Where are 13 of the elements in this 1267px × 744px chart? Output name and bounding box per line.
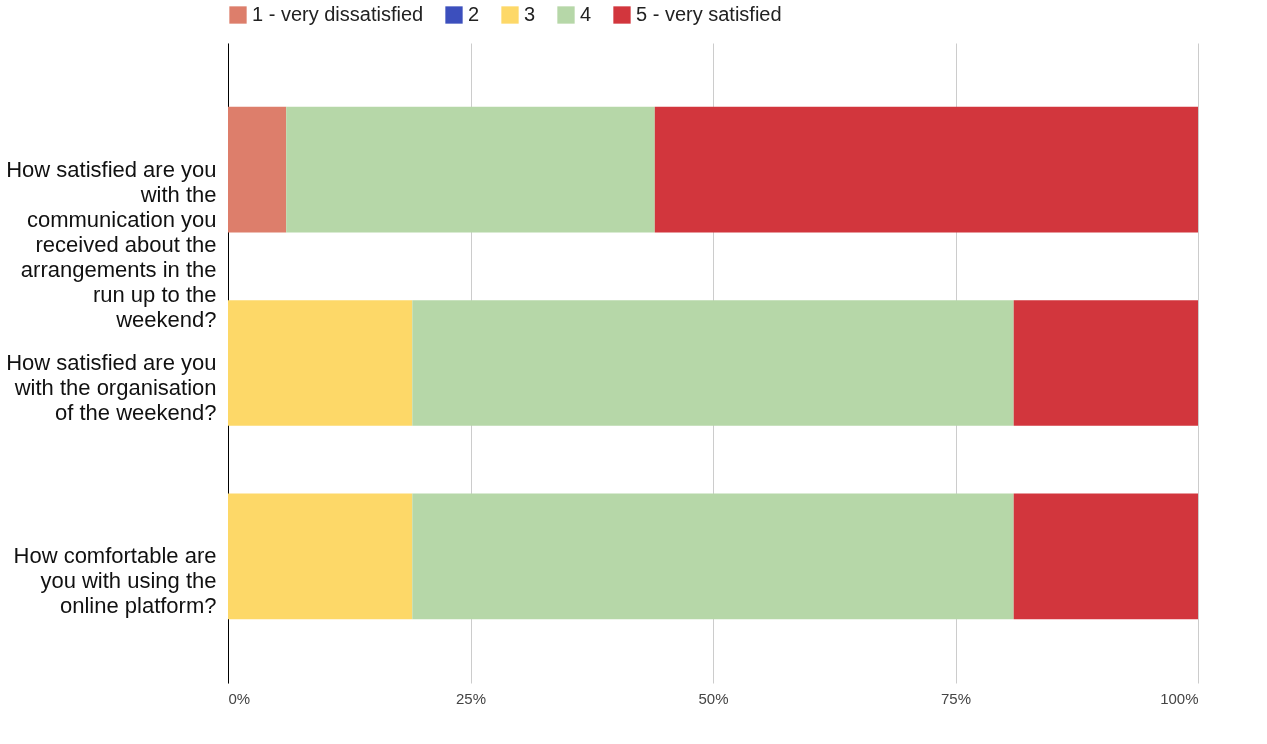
legend-label: 3 bbox=[524, 3, 536, 25]
x-tick-label: 0% bbox=[228, 689, 251, 707]
legend-label: 2 bbox=[468, 3, 480, 25]
y-tick-label: How satisfied are you with the organisation of the weekend? bbox=[6, 350, 217, 425]
x-tick-label: 50% bbox=[698, 689, 729, 707]
legend-label: 1 - very dissatisfied bbox=[252, 3, 424, 25]
legend-label: 4 bbox=[580, 3, 592, 25]
x-tick-label: 25% bbox=[455, 689, 487, 707]
y-tick-label: How satisfied are you with the communication you received about the arrangements in the run up to the weekend? bbox=[6, 156, 217, 332]
legend-label: 5 - very satisfied bbox=[636, 3, 782, 25]
y-tick-label: How comfortable are you with using the online platform? bbox=[13, 543, 217, 619]
x-tick-label: 100% bbox=[1160, 689, 1199, 707]
x-tick-label: 75% bbox=[940, 689, 972, 707]
